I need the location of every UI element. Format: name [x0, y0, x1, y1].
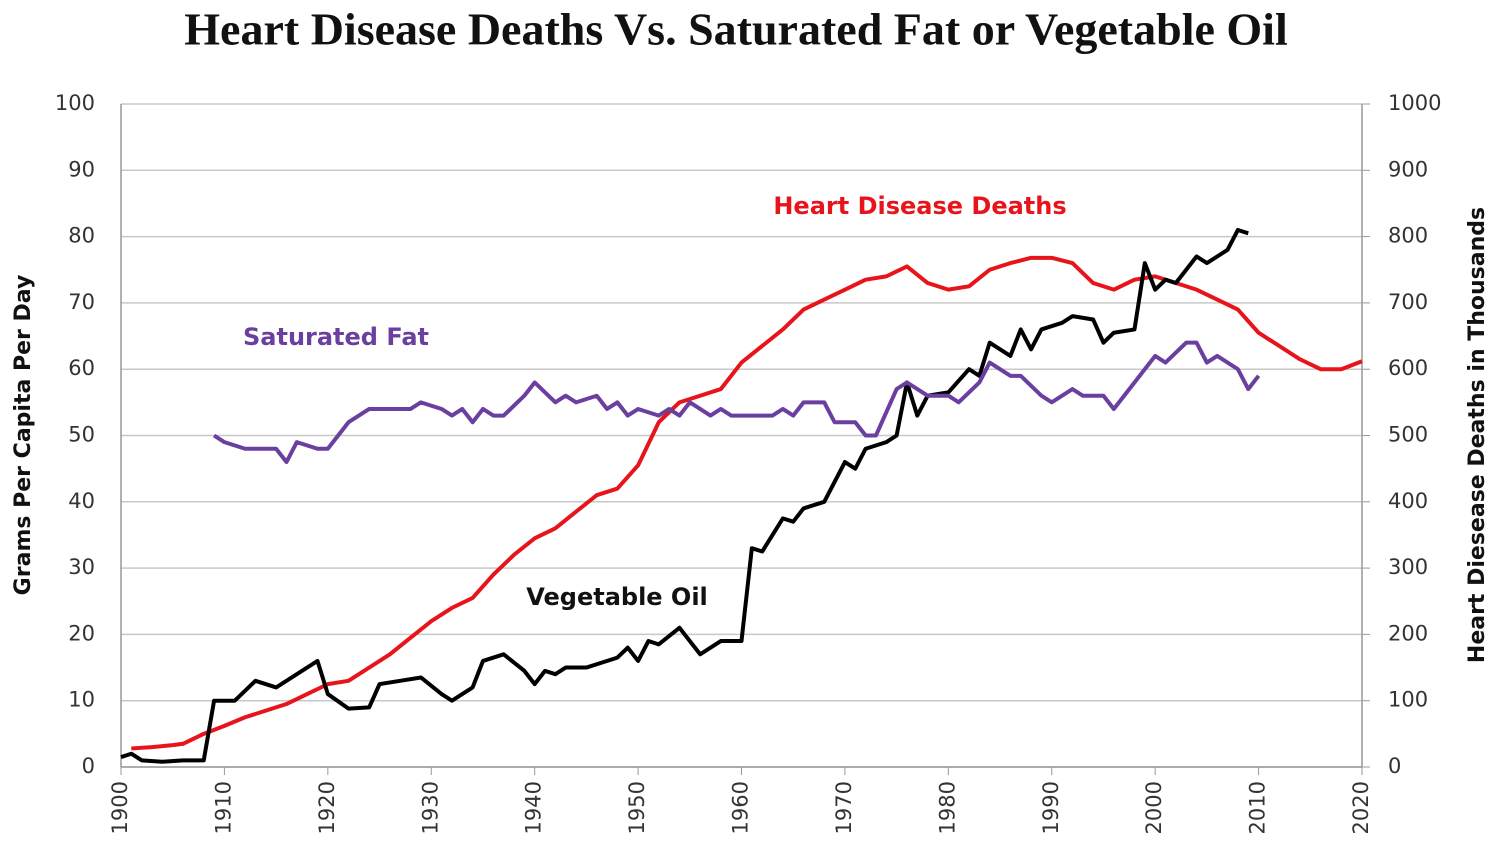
x-tick-label: 1900: [108, 781, 132, 834]
x-tick-label: 1920: [315, 781, 339, 834]
y-tick-label: 40: [68, 489, 95, 513]
y-tick-label: 60: [68, 356, 95, 380]
y-tick-label: 70: [68, 290, 95, 314]
x-tick-label: 1950: [625, 781, 649, 834]
y2-tick-label: 500: [1388, 423, 1428, 447]
y2-tick-label: 400: [1388, 489, 1428, 513]
y-tick-label: 10: [68, 688, 95, 712]
y2-tick-label: 200: [1388, 621, 1428, 645]
x-tick-label: 2010: [1246, 781, 1270, 834]
y-tick-label: 50: [68, 423, 95, 447]
y2-tick-label: 800: [1388, 224, 1428, 248]
y2-tick-label: 900: [1388, 157, 1428, 181]
x-tick-label: 2000: [1142, 781, 1166, 834]
y2-tick-label: 700: [1388, 290, 1428, 314]
y-tick-label: 80: [68, 224, 95, 248]
y-tick-label: 100: [55, 91, 95, 115]
series-label: Heart Disease Deaths: [773, 192, 1066, 220]
x-tick-label: 1970: [832, 781, 856, 834]
series-line: [212, 340, 1261, 465]
y2-axis-title: Heart Diesease Deaths in Thousands: [1465, 207, 1490, 663]
y2-tick-label: 100: [1388, 688, 1428, 712]
series-line: [120, 227, 1249, 764]
x-tick-label: 1940: [522, 781, 546, 834]
y2-tick-label: 300: [1388, 555, 1428, 579]
y-tick-label: 20: [68, 621, 95, 645]
x-tick-label: 1980: [935, 781, 959, 834]
y-tick-label: 0: [82, 754, 95, 778]
series-label: Vegetable Oil: [526, 583, 708, 611]
x-tick-label: 1990: [1039, 781, 1063, 834]
y-tick-label: 30: [68, 555, 95, 579]
x-tick-label: 2020: [1349, 781, 1373, 834]
chart-title: Heart Disease Deaths Vs. Saturated Fat o…: [184, 4, 1287, 55]
y-tick-label: 90: [68, 157, 95, 181]
x-tick-label: 1960: [729, 781, 753, 834]
y2-tick-label: 600: [1388, 356, 1428, 380]
y2-tick-label: 0: [1388, 754, 1401, 778]
x-tick-label: 1930: [418, 781, 442, 834]
y-axis-title: Grams Per Capita Per Day: [11, 275, 36, 596]
series-line: [131, 255, 1363, 751]
x-tick-label: 1910: [211, 781, 235, 834]
series-label: Saturated Fat: [243, 323, 429, 351]
y2-tick-label: 1000: [1388, 91, 1441, 115]
